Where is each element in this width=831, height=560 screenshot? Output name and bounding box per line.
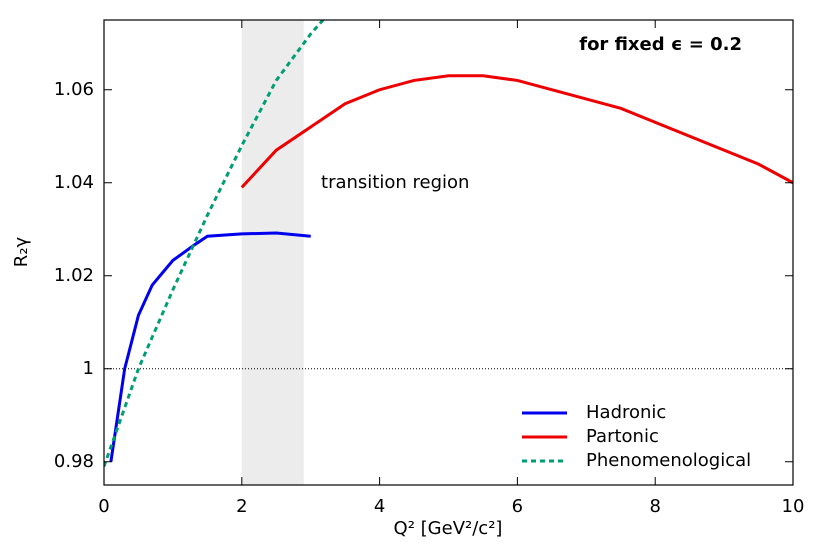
axes-frame [103, 19, 794, 486]
series-line [240, 74, 793, 189]
x-axis-label: Q² [GeV²/c²] [394, 518, 503, 539]
y-tick-label: 1.06 [54, 79, 94, 100]
series-line [104, 20, 326, 467]
legend-label: Phenomenological [586, 450, 751, 471]
x-tick-label: 10 [782, 496, 805, 517]
annotation: transition region [321, 172, 469, 193]
legend-label: Hadronic [586, 402, 666, 423]
x-tick-label: 8 [649, 496, 660, 517]
x-tick-label: 4 [374, 496, 385, 517]
y-tick-label: 1 [83, 358, 94, 379]
x-tick-label: 6 [512, 496, 523, 517]
y-tick-label: 0.98 [54, 451, 94, 472]
shaded-region [241, 20, 304, 485]
y-tick-label: 1.04 [54, 172, 94, 193]
x-tick-label: 2 [236, 496, 247, 517]
annotation-title: for fixed ϵ = 0.2 [579, 34, 742, 55]
legend-label: Partonic [586, 426, 659, 447]
x-tick-label: 0 [98, 496, 109, 517]
y-tick-label: 1.02 [54, 265, 94, 286]
series-line [109, 231, 311, 462]
plot-area [104, 20, 793, 485]
y-axis-label: R₂γ [11, 236, 32, 267]
